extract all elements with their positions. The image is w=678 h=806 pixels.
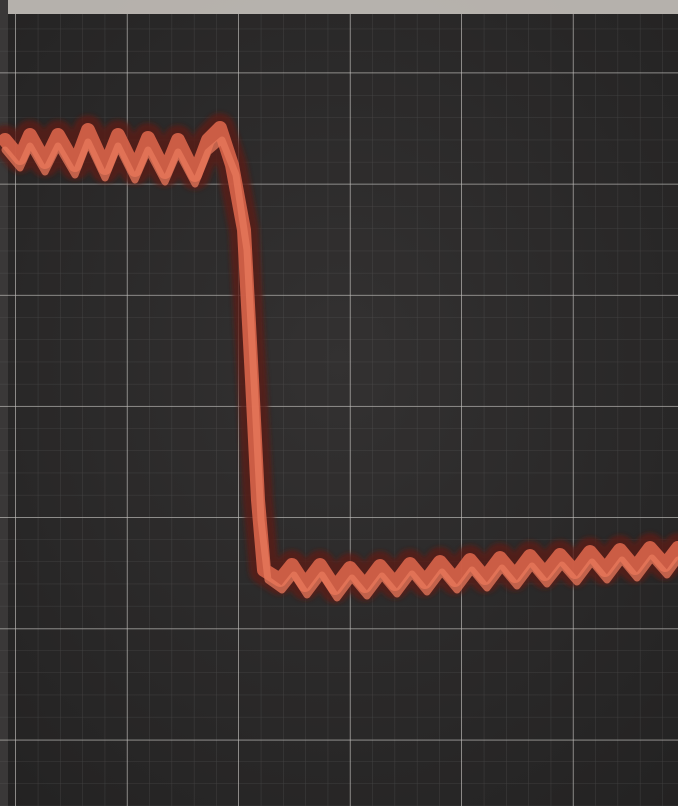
top-border <box>0 0 678 14</box>
trace-band <box>0 121 678 595</box>
trace <box>0 113 678 603</box>
trace-echo <box>1 136 678 602</box>
